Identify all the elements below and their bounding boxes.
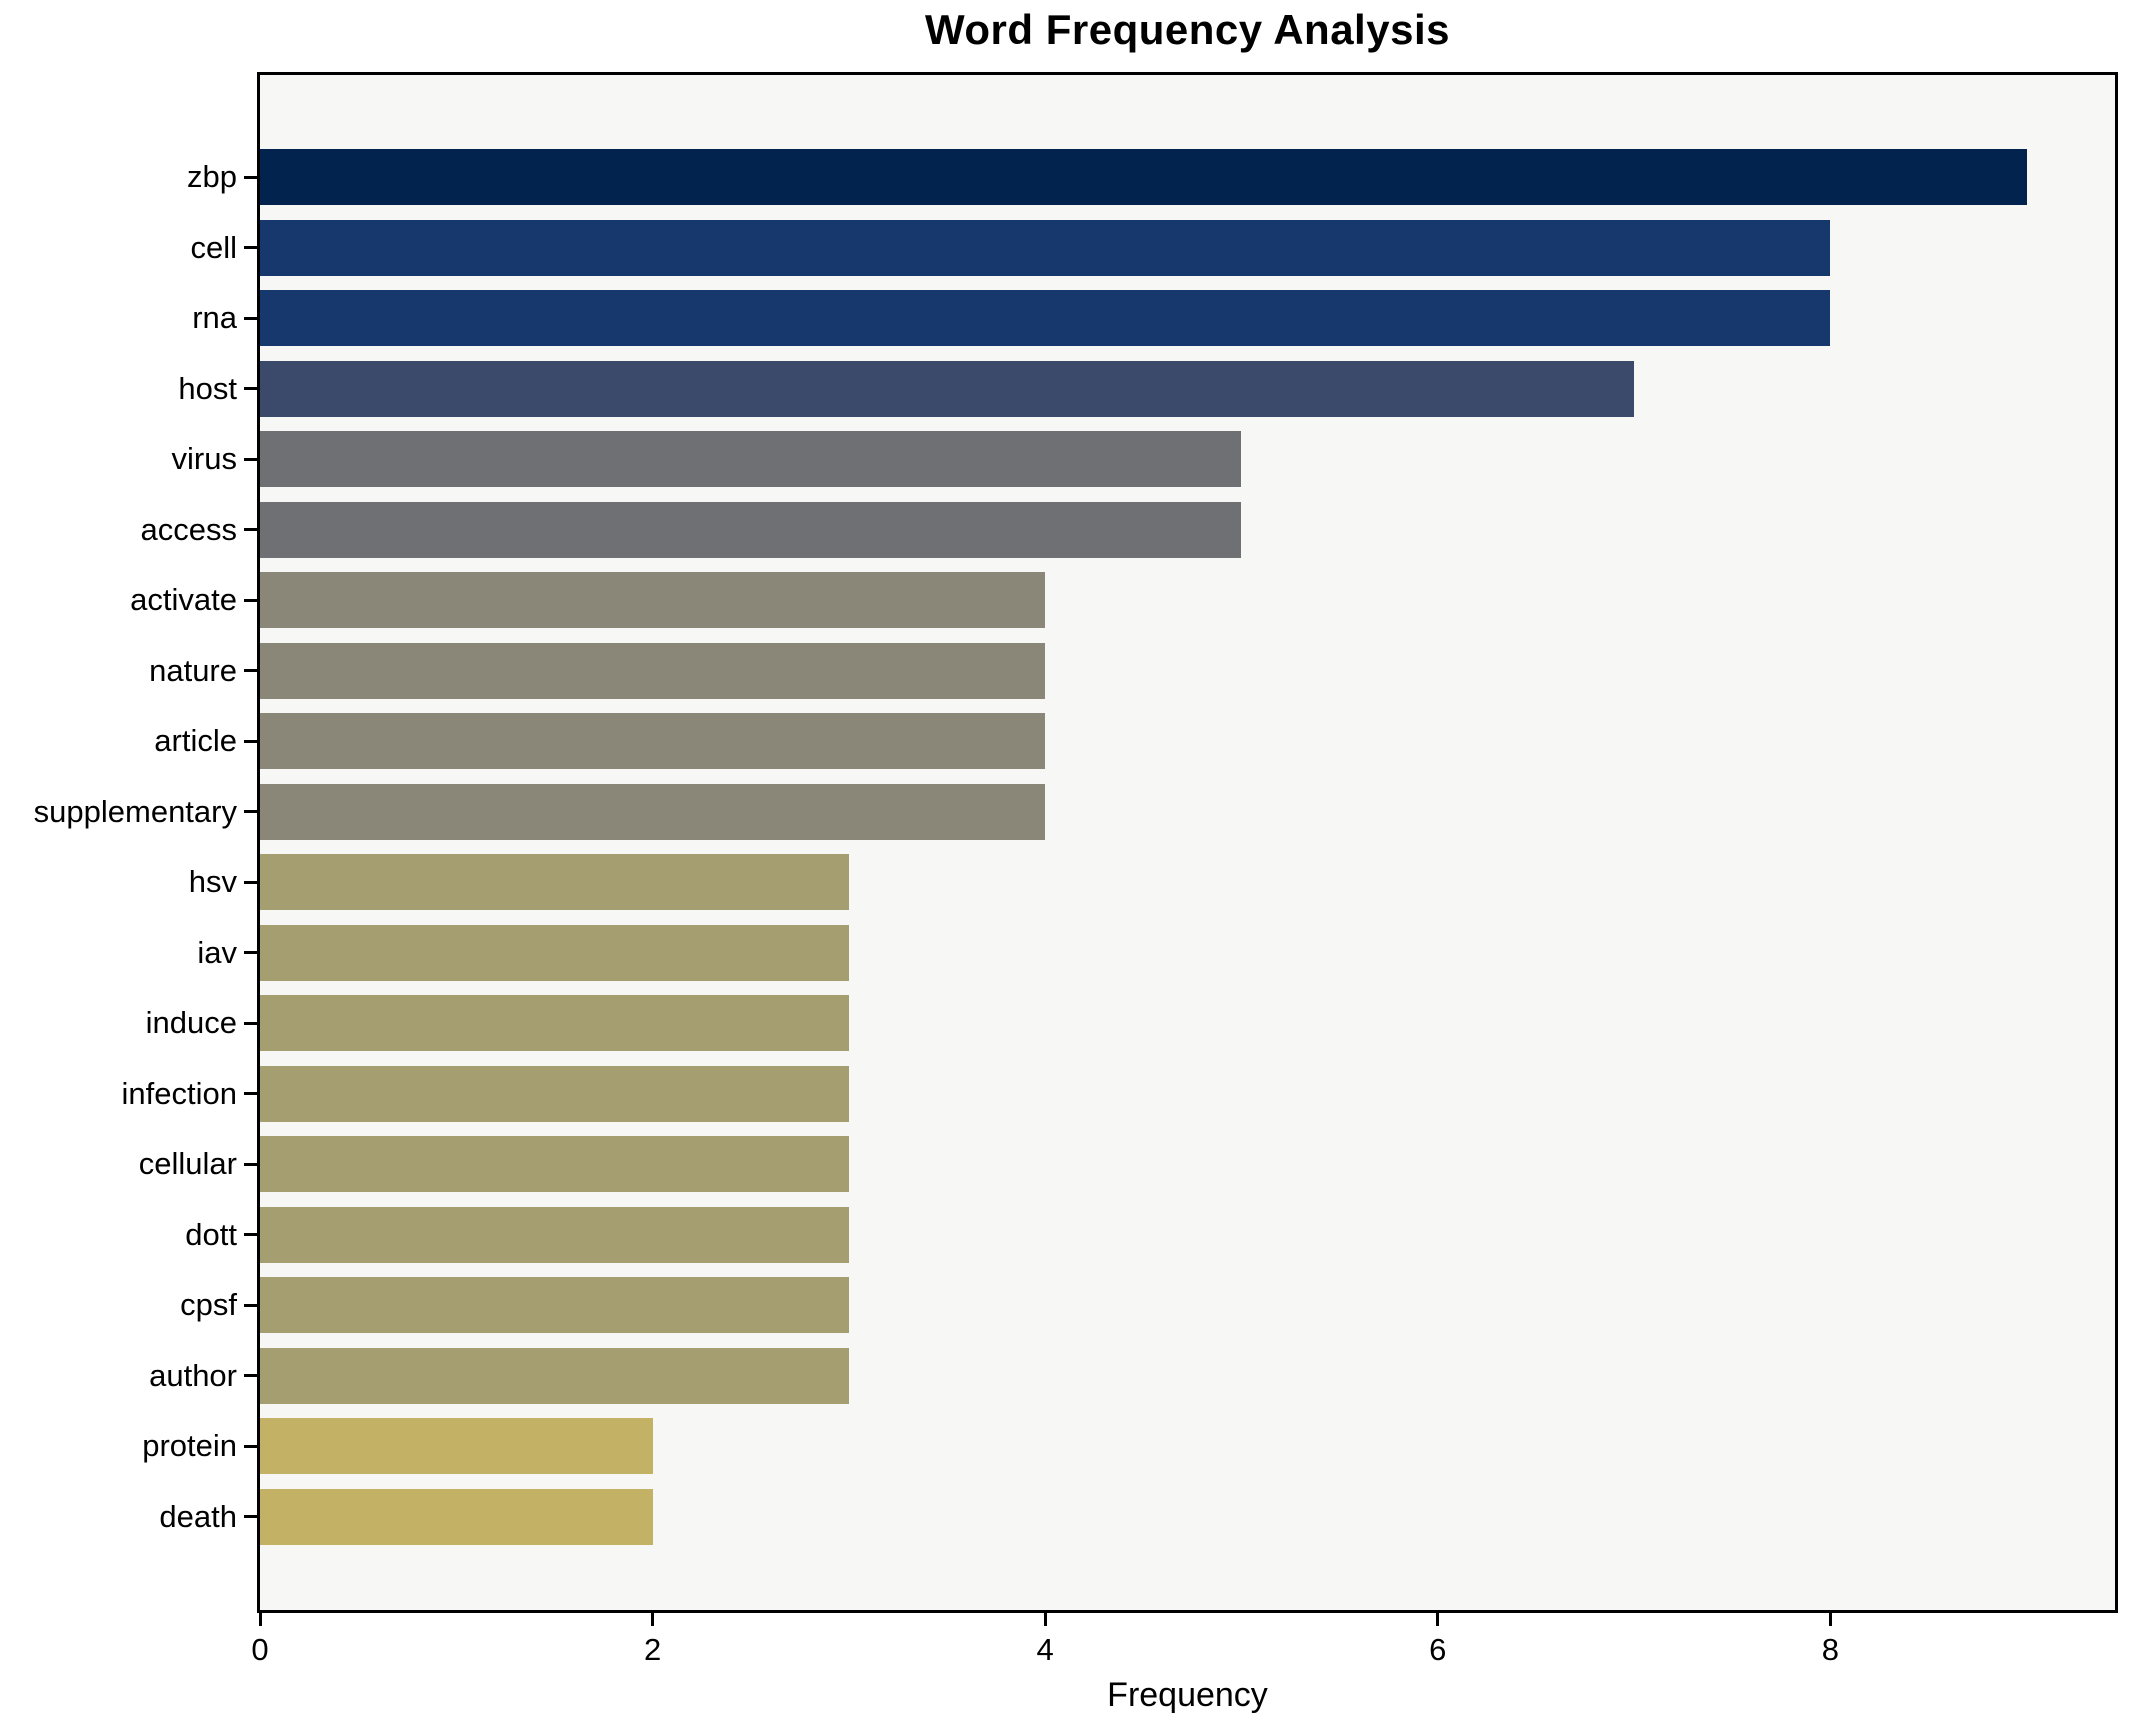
plot-area	[257, 72, 2118, 1613]
bar-author	[260, 1347, 849, 1404]
y-tick	[244, 880, 257, 884]
x-axis-label: Frequency	[1107, 1676, 1268, 1714]
y-tick	[244, 951, 257, 955]
y-tick	[244, 1374, 257, 1378]
bar-nature	[260, 642, 1046, 699]
y-tick	[244, 1303, 257, 1307]
bar-cellular	[260, 1136, 849, 1193]
y-axis-label-cellular: cellular	[138, 1146, 237, 1182]
y-axis-label-cpsf: cpsf	[180, 1287, 237, 1323]
y-axis-label-virus: virus	[171, 441, 237, 477]
bar-access	[260, 501, 1242, 558]
y-axis-label-induce: induce	[145, 1005, 237, 1041]
y-axis-label-hsv: hsv	[188, 864, 237, 900]
x-tick	[1043, 1613, 1047, 1626]
y-tick	[244, 1233, 257, 1237]
y-axis-label-nature: nature	[149, 652, 237, 688]
y-tick	[244, 175, 257, 179]
bar-iav	[260, 924, 849, 981]
bar-death	[260, 1488, 653, 1545]
chart-title: Word Frequency Analysis	[925, 6, 1450, 53]
y-axis-label-activate: activate	[130, 582, 237, 618]
y-tick	[244, 1515, 257, 1519]
x-tick	[258, 1613, 262, 1626]
bar-induce	[260, 995, 849, 1052]
x-tick	[1828, 1613, 1832, 1626]
bar-activate	[260, 572, 1046, 629]
y-axis-label-protein: protein	[142, 1428, 237, 1464]
bar-cell	[260, 219, 1831, 276]
y-axis-label-zbp: zbp	[187, 159, 237, 195]
y-axis-label-dott: dott	[185, 1216, 237, 1252]
y-tick	[244, 1444, 257, 1448]
x-tick	[651, 1613, 655, 1626]
x-tick-label-0: 0	[251, 1632, 269, 1667]
bar-zbp	[260, 149, 2027, 206]
y-axis-label-supplementary: supplementary	[33, 793, 237, 829]
bar-article	[260, 713, 1046, 770]
y-tick	[244, 387, 257, 391]
bar-supplementary	[260, 783, 1046, 840]
x-tick-label-6: 6	[1429, 1632, 1447, 1667]
y-axis-label-death: death	[159, 1498, 237, 1534]
bar-host	[260, 360, 1635, 417]
y-tick	[244, 669, 257, 673]
y-axis-label-host: host	[178, 370, 237, 406]
y-tick	[244, 1021, 257, 1025]
y-axis-label-article: article	[154, 723, 237, 759]
y-tick	[244, 1092, 257, 1096]
x-tick	[1436, 1613, 1440, 1626]
y-tick	[244, 1162, 257, 1166]
y-tick	[244, 528, 257, 532]
bar-rna	[260, 290, 1831, 347]
y-tick	[244, 457, 257, 461]
x-tick-label-4: 4	[1036, 1632, 1054, 1667]
y-tick	[244, 739, 257, 743]
bar-dott	[260, 1206, 849, 1263]
y-tick	[244, 810, 257, 814]
bar-virus	[260, 431, 1242, 488]
bar-cpsf	[260, 1277, 849, 1334]
bar-infection	[260, 1065, 849, 1122]
bar-hsv	[260, 854, 849, 911]
y-tick	[244, 316, 257, 320]
y-axis-label-infection: infection	[121, 1075, 237, 1111]
bar-protein	[260, 1418, 653, 1475]
y-axis-label-rna: rna	[192, 300, 237, 336]
y-tick	[244, 598, 257, 602]
x-tick-label-2: 2	[643, 1632, 662, 1667]
y-axis-label-iav: iav	[197, 934, 237, 970]
y-axis-label-author: author	[149, 1357, 237, 1393]
y-axis-label-access: access	[140, 511, 237, 547]
y-axis-label-cell: cell	[190, 229, 237, 265]
x-tick-label-8: 8	[1821, 1632, 1839, 1667]
y-tick	[244, 246, 257, 250]
